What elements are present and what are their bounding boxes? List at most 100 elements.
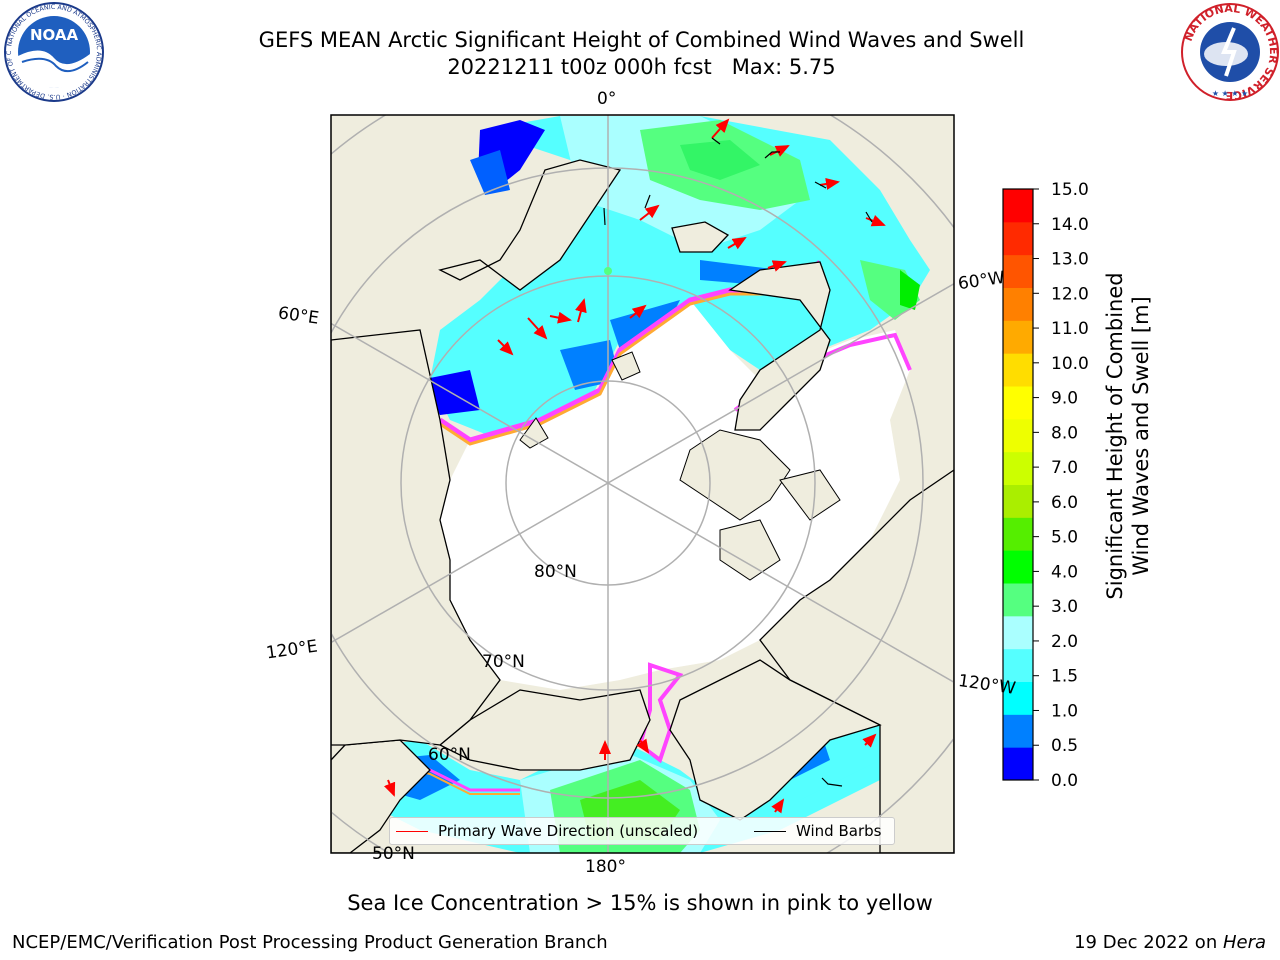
colorbar-tick-label: 15.0 — [1051, 180, 1089, 200]
siberia — [331, 329, 501, 746]
wave-arrow — [629, 304, 647, 319]
lon-label-180: 180° — [585, 857, 626, 877]
colorbar-tick-label: 7.0 — [1051, 458, 1078, 478]
colorbar-segment — [1003, 320, 1033, 354]
wave-arrow — [767, 260, 787, 272]
kamchatka — [331, 739, 431, 853]
date-text: 19 Dec 2022 on — [1074, 932, 1223, 953]
colorbar-tick-label: 0.0 — [1051, 771, 1078, 791]
iceland — [671, 221, 730, 253]
legend-wind-barbs: Wind Barbs — [754, 822, 881, 840]
wave-arrow — [711, 118, 730, 139]
colorbar-tick-label: 13.0 — [1051, 250, 1089, 270]
colorbar-tick-label: 6.0 — [1051, 493, 1078, 513]
wind-barb — [711, 137, 721, 145]
noaa-logo: NATIONAL OCEANIC AND ATMOSPHERIC ADMINIS… — [2, 2, 104, 102]
wave-direction-arrows — [383, 118, 886, 814]
colorbar-tick-label: 3.0 — [1051, 597, 1078, 617]
wave-arrow — [383, 779, 396, 797]
legend-barb-swatch — [754, 831, 786, 832]
colorbar-segment — [1003, 517, 1033, 551]
colorbar-segment — [1003, 714, 1033, 748]
lat-label-60n: 60°N — [428, 745, 471, 765]
colorbar-tick-label: 11.0 — [1051, 319, 1089, 339]
wind-barb — [644, 194, 651, 209]
colorbar-segment — [1003, 189, 1033, 223]
colorbar-segment — [1003, 353, 1033, 387]
colorbar-segment — [1003, 681, 1033, 715]
wave-arrow — [819, 178, 840, 190]
wave-arrow — [639, 204, 660, 221]
wind-barb — [814, 181, 827, 189]
wind-barbs — [603, 137, 873, 787]
svg-text:NOAA: NOAA — [30, 26, 79, 44]
colorbar-tick-label: 5.0 — [1051, 528, 1078, 548]
colorbar-segment — [1003, 418, 1033, 453]
colorbar-segment — [1003, 254, 1033, 288]
colorbar-label-line1: Significant Height of Combined — [1103, 272, 1127, 599]
wind-barb — [821, 777, 843, 787]
nws-logo: NATIONAL WEATHER SERVICE ★ ★ ★ ★ — [1181, 2, 1280, 102]
wave-arrow — [727, 236, 747, 250]
greenland — [728, 261, 831, 431]
wave-arrow — [636, 738, 650, 754]
svg-text:★ ★ ★ ★: ★ ★ ★ ★ — [1212, 89, 1248, 98]
chart-subtitle: 20221211 t00z 000h fcst Max: 5.75 — [447, 55, 836, 79]
lon-label-0: 0° — [597, 89, 617, 109]
wave-arrow — [865, 215, 886, 227]
map-legend: Primary Wave Direction (unscaled) Wind B… — [389, 817, 895, 845]
wave-arrow — [497, 339, 514, 356]
colorbar-tick-label: 1.5 — [1051, 667, 1078, 687]
colorbar-tick-label: 9.0 — [1051, 389, 1078, 409]
colorbar-segment — [1003, 747, 1033, 781]
wave-max-atlantic — [680, 140, 760, 180]
canadian-archipelago — [679, 429, 791, 521]
legend-wave-direction: Primary Wave Direction (unscaled) — [396, 822, 698, 840]
colorbar-tick-label: 0.5 — [1051, 736, 1078, 756]
chart-title: GEFS MEAN Arctic Significant Height of C… — [258, 28, 1025, 52]
credit-text: NCEP/EMC/Verification Post Processing Pr… — [12, 932, 608, 953]
legend-barb-label: Wind Barbs — [796, 822, 882, 840]
colorbar-tick-label: 14.0 — [1051, 215, 1089, 235]
host-name: Hera — [1222, 932, 1266, 953]
colorbar-segment — [1003, 451, 1033, 485]
sea-ice-note: Sea Ice Concentration > 15% is shown in … — [347, 891, 933, 915]
colorbar-tick-label: 2.0 — [1051, 632, 1078, 652]
map-frame — [330, 114, 955, 854]
scandinavia — [438, 159, 622, 291]
colorbar-tick-label: 8.0 — [1051, 423, 1078, 443]
colorbar-frame — [1002, 188, 1034, 781]
legend-wave-label: Primary Wave Direction (unscaled) — [438, 822, 699, 840]
colorbar-segment — [1003, 648, 1033, 682]
svalbard — [611, 351, 641, 381]
wave-arrow — [769, 145, 790, 157]
colorbar-segment — [1003, 221, 1033, 256]
colorbar-tick-label: 10.0 — [1051, 354, 1089, 374]
date-stamp: 19 Dec 2022 on Hera — [1074, 932, 1266, 953]
colorbar-tick-label: 1.0 — [1051, 701, 1078, 721]
alaska — [669, 659, 882, 821]
novaya-zemlya — [519, 417, 549, 449]
wind-barb — [865, 211, 873, 223]
graticule — [331, 115, 954, 853]
wind-barb — [764, 151, 780, 159]
meridian-120 — [331, 282, 954, 644]
wave-arrow — [549, 311, 572, 324]
colorbar-segment — [1003, 583, 1033, 617]
colorbar-segment — [1003, 550, 1033, 584]
lat-label-50n: 50°N — [372, 844, 415, 864]
wave-arrow — [862, 733, 877, 748]
colorbar-segment — [1003, 615, 1033, 650]
colorbar-segment — [1003, 287, 1033, 321]
lat-label-70n: 70°N — [482, 652, 525, 672]
colorbar-segment — [1003, 386, 1033, 420]
colorbar-tick-label: 12.0 — [1051, 284, 1089, 304]
wave-arrow — [575, 298, 587, 323]
wind-barb — [603, 207, 606, 226]
colorbar-label: Significant Height of Combined Wind Wave… — [1103, 272, 1153, 599]
legend-wave-swatch — [396, 831, 428, 832]
colorbar: 0.0 0.5 1.0 1.5 2.0 3.0 4.0 5.0 6.0 7.0 8.0 9.0 10.0… — [1002, 180, 1089, 791]
wave-arrow — [771, 798, 785, 814]
colorbar-segment — [1003, 484, 1033, 518]
